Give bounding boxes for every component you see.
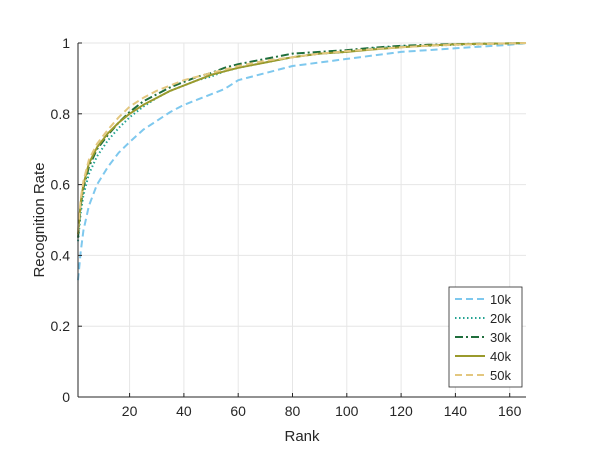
x-tick-label: 120 bbox=[389, 403, 413, 419]
y-tick-label: 0.4 bbox=[51, 247, 71, 263]
axes bbox=[77, 43, 526, 398]
y-tick-label: 0.8 bbox=[51, 106, 71, 122]
x-tick-label: 60 bbox=[230, 403, 246, 419]
x-tick-label: 100 bbox=[335, 403, 359, 419]
series-line-40k bbox=[77, 42, 527, 235]
x-tick-label: 80 bbox=[285, 403, 301, 419]
x-tick-label: 160 bbox=[498, 403, 522, 419]
legend: 10k 20k 30k 40k 50k bbox=[448, 286, 523, 388]
x-tick-label: 140 bbox=[444, 403, 468, 419]
legend-label-30k: 30k bbox=[490, 330, 511, 345]
y-ticks: 0 0.2 0.4 0.6 0.8 1 bbox=[51, 35, 82, 405]
y-tick-label: 0.6 bbox=[51, 177, 71, 193]
x-ticks: 20 40 60 80 100 120 140 160 bbox=[122, 393, 522, 419]
legend-label-40k: 40k bbox=[490, 349, 511, 364]
legend-label-50k: 50k bbox=[490, 368, 511, 383]
y-axis-label: Recognition Rate bbox=[31, 162, 48, 277]
series-line-30k bbox=[77, 42, 527, 238]
y-tick-label: 0 bbox=[62, 389, 70, 405]
legend-label-20k: 20k bbox=[490, 311, 511, 326]
legend-label-10k: 10k bbox=[490, 292, 511, 307]
series-layer bbox=[77, 42, 527, 281]
legend-items: 10k 20k 30k 40k 50k bbox=[455, 292, 511, 383]
y-tick-label: 0.2 bbox=[51, 318, 71, 334]
x-tick-label: 20 bbox=[122, 403, 138, 419]
y-tick-label: 1 bbox=[62, 35, 70, 51]
x-axis-label: Rank bbox=[284, 428, 320, 445]
series-line-10k bbox=[77, 42, 527, 281]
x-tick-label: 40 bbox=[176, 403, 192, 419]
